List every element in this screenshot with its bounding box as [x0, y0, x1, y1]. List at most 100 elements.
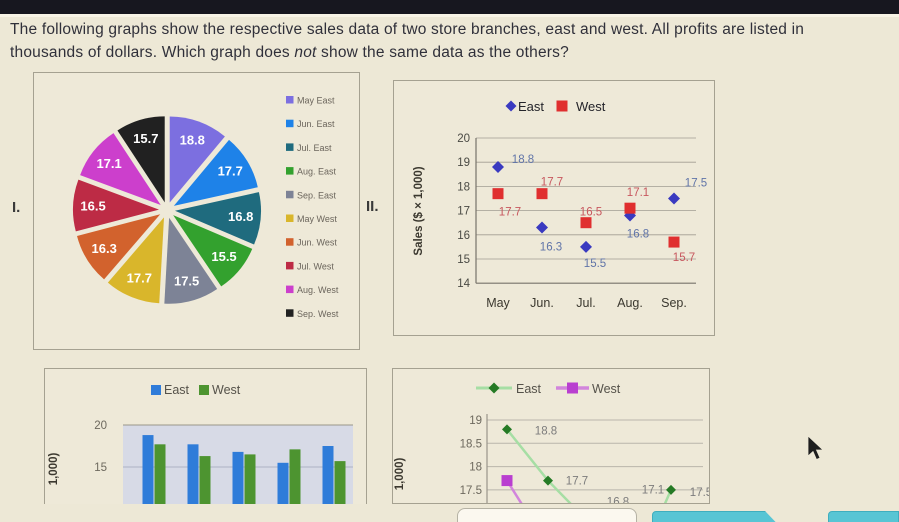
pie-slice-value-label: 17.7: [127, 271, 152, 286]
top-glare-line: [0, 14, 899, 17]
legend-label: East: [164, 383, 190, 397]
data-label: 17.7: [499, 207, 521, 219]
pie-slice: [77, 214, 161, 280]
data-label: 17.1: [627, 187, 649, 199]
legend-label: Sep. West: [297, 309, 339, 319]
legend-label: Jun. East: [297, 119, 335, 129]
data-point-west: [668, 236, 680, 248]
panel-bar-chart: 20 15 1,000) East West: [44, 368, 367, 504]
bar-west: [334, 461, 346, 504]
data-point-east: [502, 424, 512, 435]
data-label: 17.5: [685, 178, 707, 190]
legend-label: East: [516, 382, 542, 396]
y-tick-label: 20: [457, 133, 470, 145]
data-label: 15.7: [673, 252, 695, 264]
legend-swatch: [286, 190, 294, 199]
data-point-east: [536, 221, 548, 234]
y-tick-label: 16: [457, 230, 470, 242]
legend-label: Sep. East: [297, 190, 337, 200]
pie-slice-value-label: 16.3: [92, 241, 117, 256]
bar-east: [187, 444, 199, 504]
data-label: 15.5: [584, 258, 606, 270]
pie-slice: [80, 133, 161, 206]
legend-swatch: [199, 385, 209, 395]
bar-east: [232, 451, 244, 504]
y-tick-label: 18: [469, 462, 482, 474]
bar-west: [154, 444, 166, 504]
data-label: 17.7: [566, 476, 588, 488]
panel-pie-chart: 18.8 17.7 16.8 15.5 17.5 17.7 16.3 16.5 17.1 15.7…: [33, 72, 360, 350]
data-point-west: [536, 188, 548, 200]
pie-slice-value-label: 15.7: [133, 131, 158, 146]
legend-label: Aug. East: [297, 167, 337, 177]
pie-slice-value-label: 16.8: [228, 209, 253, 224]
answer-input-button[interactable]: [457, 508, 637, 522]
y-tick-label: 20: [94, 420, 107, 432]
legend-square-west: [567, 382, 578, 394]
data-label: 16.8: [627, 228, 649, 240]
legend-label: West: [212, 383, 241, 397]
pie-slice-value-label: 16.5: [80, 198, 105, 213]
x-axis-label: May: [486, 296, 510, 310]
bar-east: [277, 462, 289, 504]
legend-label: Jul. West: [297, 261, 334, 271]
y-tick-label: 17.5: [460, 485, 482, 497]
legend-label: May West: [297, 214, 337, 224]
action-button-secondary[interactable]: [828, 511, 899, 522]
data-label: 16.5: [580, 207, 602, 219]
legend-swatch: [286, 238, 294, 246]
legend-swatch: [286, 167, 294, 175]
data-point-east: [580, 240, 592, 253]
data-point-west: [492, 188, 504, 200]
data-label: 16.3: [540, 242, 562, 254]
pie-slice-value-label: 17.5: [174, 273, 199, 288]
legend-swatch: [286, 96, 294, 104]
data-point-east: [492, 161, 504, 174]
legend-swatch: [286, 214, 294, 222]
action-button-primary[interactable]: [652, 511, 780, 522]
pie-chart: 18.8 17.7 16.8 15.5 17.5 17.7 16.3 16.5 17.1 15.7…: [73, 96, 339, 319]
pie-slice-value-label: 15.5: [211, 249, 236, 264]
bar-chart: 20 15 1,000) East West: [48, 383, 353, 504]
y-tick-label: 19: [457, 157, 470, 169]
legend-label: West: [576, 99, 606, 114]
data-label: 17.7: [541, 177, 563, 189]
legend-diamond-east: [505, 100, 517, 112]
legend-label: East: [518, 99, 544, 114]
legend-swatch: [286, 143, 294, 151]
data-label: 16.8: [607, 497, 629, 504]
pie-slice-value-label: 17.7: [218, 164, 243, 179]
data-point-east: [668, 192, 680, 205]
bar-west: [244, 454, 256, 504]
pie-slice: [174, 192, 261, 245]
y-tick-label: 14: [457, 278, 470, 290]
x-axis-label: Sep.: [661, 296, 687, 310]
data-label: 18.8: [535, 425, 557, 437]
x-axis-label: Jul.: [576, 296, 595, 310]
legend-label: Jul. East: [297, 143, 332, 153]
bar-east: [142, 435, 154, 504]
panel-scatter-chart: 20 19 18 17 16 15 14 Sales ($ × 1,000) May Jun. Ju…: [393, 80, 715, 336]
data-label: 17.5: [690, 487, 710, 499]
y-axis-title-fragment: 1,000): [48, 453, 60, 486]
legend-square-west: [556, 100, 568, 112]
data-point-west: [624, 202, 636, 214]
bar-west: [199, 456, 211, 504]
legend-label: May East: [297, 96, 335, 106]
y-tick-label: 15: [94, 462, 107, 474]
pie-slice: [164, 217, 218, 304]
legend-swatch: [286, 309, 294, 317]
question-emphasis-not: not: [294, 44, 317, 61]
pie-slice: [117, 116, 165, 203]
pie-slice: [169, 116, 225, 203]
data-point-east: [666, 484, 676, 495]
pie-slice-value-label: 18.8: [180, 132, 205, 147]
mouse-cursor-icon: [807, 435, 825, 461]
legend-swatch: [286, 119, 294, 128]
legend-diamond-east: [488, 382, 500, 394]
pie-slice: [173, 139, 258, 206]
data-label: 17.1: [642, 485, 664, 497]
question-line1: The following graphs show the respective…: [10, 21, 805, 38]
window-top-bar: [0, 0, 899, 14]
